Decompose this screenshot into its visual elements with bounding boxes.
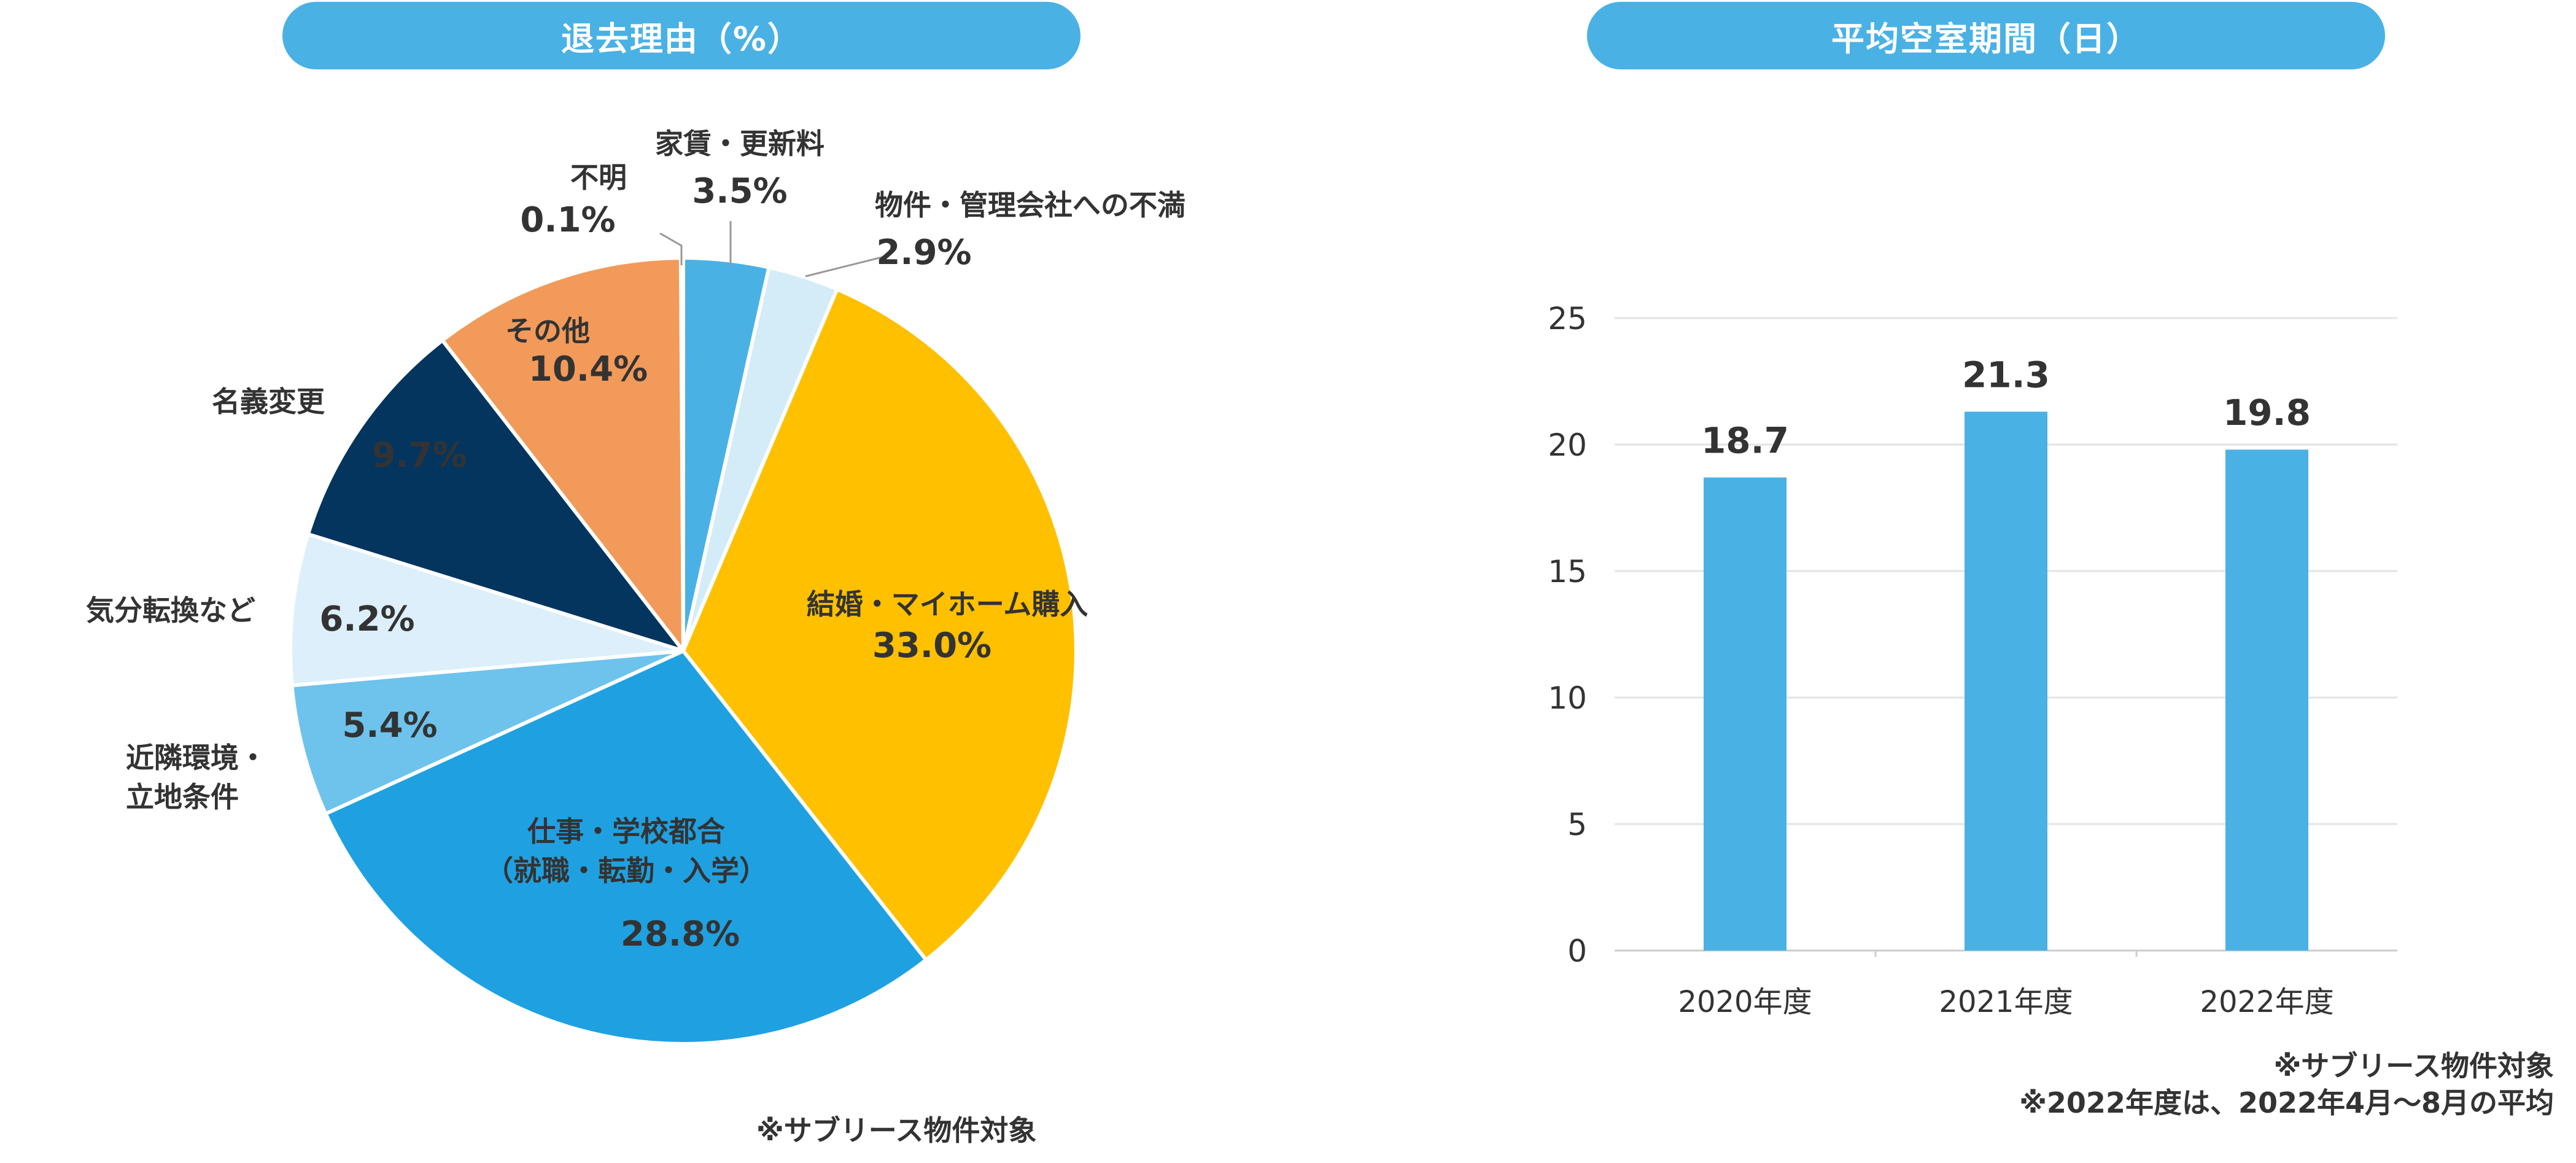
pie-slice xyxy=(681,287,1078,963)
bar-y-tick-label: 0 xyxy=(1567,933,1587,969)
pie-slice xyxy=(290,649,685,817)
bar-footnote-2: ※2022年度は、2022年4月～8月の平均 xyxy=(2019,1086,2554,1119)
pie-category-label: 名義変更 xyxy=(212,385,325,418)
pie-value-label: 10.4% xyxy=(529,349,648,389)
bar-x-tick-label: 2020年度 xyxy=(1678,985,1812,1019)
pie-category-label: その他 xyxy=(505,314,590,348)
bar-value-label: 21.3 xyxy=(1962,354,2050,395)
pie-value-label: 2.9% xyxy=(876,233,971,273)
pie-leader-line xyxy=(659,232,683,265)
bar-y-tick-label: 25 xyxy=(1548,301,1587,336)
bar-y-tick-label: 15 xyxy=(1548,554,1587,589)
pie-value-label: 9.7% xyxy=(371,435,467,475)
bar-chart-title: 平均空室期間（日） xyxy=(1587,2,2385,69)
pie-category-label: 不明 xyxy=(570,161,627,194)
bar-x-tick-label: 2021年度 xyxy=(1939,985,2073,1019)
pie-value-label: 6.2% xyxy=(319,599,414,639)
pie-value-label: 0.1% xyxy=(520,200,615,240)
pie-value-label: 28.8% xyxy=(621,914,740,954)
pie-category-label: 仕事・学校都合 xyxy=(527,815,725,848)
bar-y-tick-label: 5 xyxy=(1567,807,1587,842)
pie-value-label: 33.0% xyxy=(872,626,991,666)
pie-value-label: 5.4% xyxy=(342,706,437,745)
pie-category-label: 近隣環境・ xyxy=(126,741,267,774)
pie-slice xyxy=(323,648,929,1046)
pie-slice xyxy=(440,255,686,656)
bar-footnote-1: ※サブリース物件対象 xyxy=(2273,1049,2554,1083)
pie-value-label: 3.5% xyxy=(692,171,787,211)
pie-category-label: 家賃・更新料 xyxy=(655,127,824,160)
bar-x-tick-label: 2022年度 xyxy=(2200,985,2334,1019)
pie-slice xyxy=(678,255,685,652)
bar-value-label: 19.8 xyxy=(2223,392,2311,434)
pie-category-label: 立地条件 xyxy=(126,780,239,814)
pie-chart-title: 退去理由（%） xyxy=(282,2,1080,69)
pie-category-label: 結婚・マイホーム購入 xyxy=(807,588,1088,621)
bar xyxy=(1965,411,2047,951)
pie-footnote: ※サブリース物件対象 xyxy=(756,1114,1037,1147)
bar xyxy=(2225,449,2308,951)
bar-y-tick-label: 20 xyxy=(1548,427,1587,463)
pie-category-label: 物件・管理会社への不満 xyxy=(875,189,1185,222)
bar xyxy=(1704,477,1787,951)
pie-slice xyxy=(306,338,689,655)
pie-category-label: （就職・転勤・入学） xyxy=(485,854,767,887)
pie-leader-line xyxy=(805,255,885,278)
pie-category-label: 気分転換など xyxy=(86,594,255,627)
bar-y-tick-label: 10 xyxy=(1548,680,1587,716)
pie-slice xyxy=(289,532,684,688)
bar-value-label: 18.7 xyxy=(1701,420,1789,462)
